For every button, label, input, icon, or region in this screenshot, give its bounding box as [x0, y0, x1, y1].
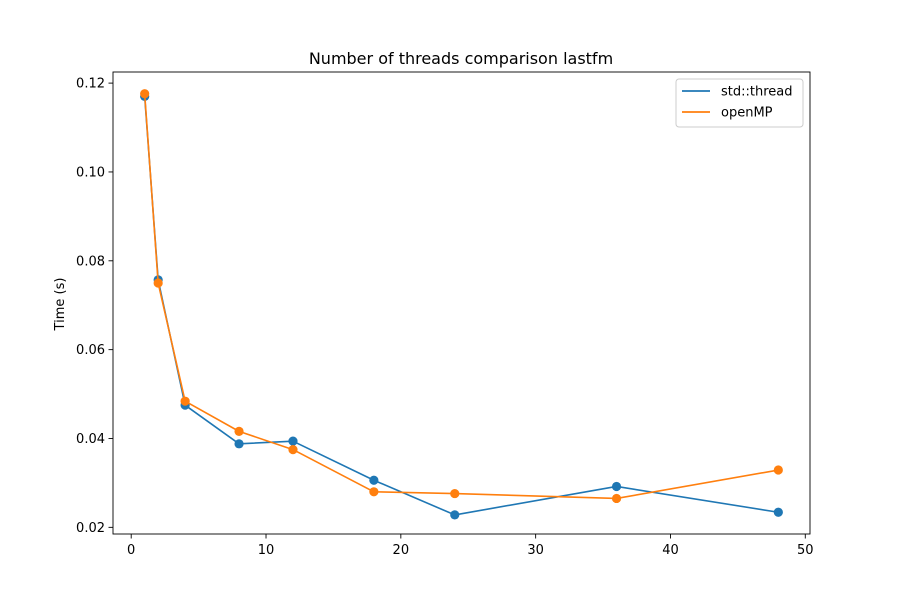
legend-label-1: openMP: [721, 106, 773, 121]
series-1-point-1: [153, 278, 163, 288]
axes-frame: [112, 71, 811, 535]
x-tick-label-5: 50: [797, 543, 814, 558]
series-1-point-8: [773, 465, 783, 475]
x-tick-label-3: 30: [527, 543, 544, 558]
series-1-point-4: [288, 445, 298, 455]
y-tick-label-4: 0.10: [76, 165, 105, 180]
series-1-point-7: [611, 493, 622, 504]
x-tick-label-4: 40: [662, 543, 679, 558]
series-1-point-0: [140, 89, 150, 99]
series-0-point-6: [450, 510, 460, 520]
series-1-point-2: [180, 396, 190, 406]
x-tick-label-0: 0: [127, 543, 135, 558]
series-1-point-6: [450, 488, 460, 499]
y-tick-label-5: 0.12: [76, 77, 105, 92]
y-tick-label-3: 0.08: [76, 254, 105, 269]
x-tick-label-2: 20: [393, 543, 410, 558]
y-tick-label-2: 0.06: [76, 343, 105, 358]
series-0-point-3: [234, 439, 244, 449]
x-tick-label-1: 10: [258, 543, 275, 558]
y-tick-label-1: 0.04: [76, 432, 105, 447]
series-0-point-8: [773, 507, 783, 517]
y-tick-label-0: 0.02: [76, 521, 105, 536]
chart-title: Number of threads comparison lastfm: [309, 49, 613, 68]
y-axis-label: Time (s): [53, 278, 68, 332]
series-1-point-5: [369, 487, 379, 497]
series-line-0: [143, 95, 780, 516]
series-line-1: [143, 92, 780, 500]
series-0-point-5: [369, 475, 379, 485]
series-1-point-3: [234, 426, 244, 436]
series-0-point-7: [611, 481, 622, 492]
legend-label-0: std::thread: [721, 85, 793, 100]
series-0-point-4: [288, 436, 298, 446]
plot-area: 0 10 20 30 40 50 0.02 0.04 0.06 0.08 0.10 0.12: [76, 71, 814, 558]
